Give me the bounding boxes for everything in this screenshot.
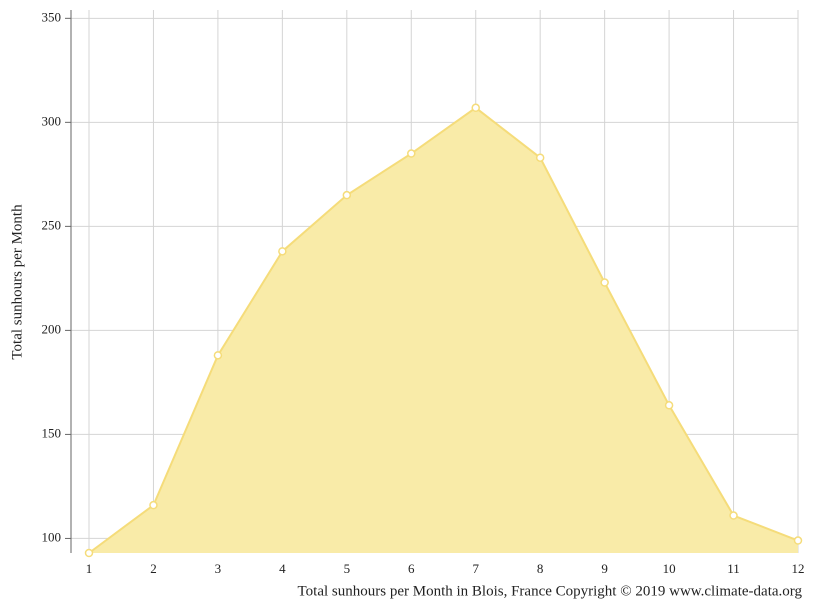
x-tick-label: 1 — [86, 561, 93, 576]
point — [278, 247, 287, 256]
y-tick-label: 300 — [42, 113, 62, 128]
point — [600, 278, 609, 287]
point — [535, 153, 545, 162]
point — [793, 536, 803, 545]
x-tick-label: 9 — [601, 561, 608, 576]
y-axis-title: Total sunhours per Month — [9, 204, 25, 360]
point — [471, 103, 480, 113]
area — [89, 107, 798, 553]
point — [664, 401, 674, 410]
y-tick-label: 150 — [42, 425, 62, 440]
caption: Total sunhours per Month in Blois, Franc… — [298, 583, 803, 599]
point — [342, 190, 352, 200]
y-tick-label: 350 — [42, 9, 62, 24]
x-tick-label: 2 — [150, 561, 157, 576]
line — [88, 106, 799, 554]
x-tick-label: 4 — [279, 561, 286, 576]
x-tick-label: 3 — [215, 561, 222, 576]
y-tick-label: 100 — [42, 529, 62, 544]
x-tick-label: 5 — [344, 561, 351, 576]
point — [729, 511, 738, 520]
y-tick-label: 250 — [42, 217, 62, 232]
x-tick-label: 12 — [792, 561, 805, 576]
x-tick-label: 8 — [537, 561, 544, 576]
point — [84, 548, 94, 558]
point — [149, 500, 158, 510]
point — [213, 351, 223, 360]
x-tick-label: 11 — [727, 561, 740, 576]
y-tick-label: 200 — [42, 321, 62, 336]
point — [407, 149, 416, 158]
x-tick-label: 7 — [472, 561, 479, 576]
x-tick-label: 10 — [663, 561, 676, 576]
x-tick-label: 6 — [408, 561, 415, 576]
